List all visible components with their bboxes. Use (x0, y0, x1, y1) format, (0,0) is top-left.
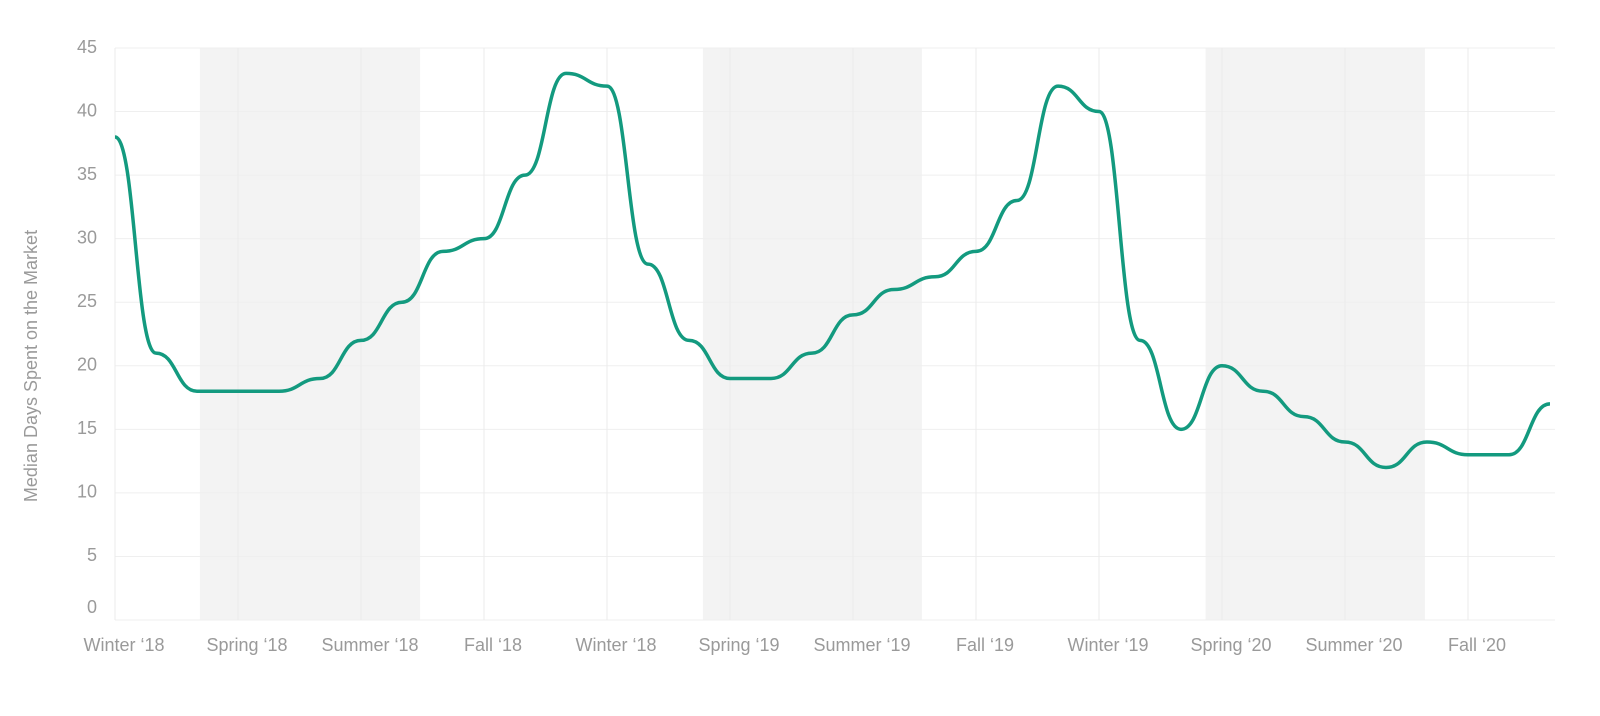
y-tick-label: 20 (77, 355, 97, 375)
y-tick-label: 40 (77, 100, 97, 120)
y-axis-label: Median Days Spent on the Market (21, 230, 41, 502)
x-tick-label: Spring ‘18 (206, 635, 287, 655)
x-tick-label: Winter ‘18 (575, 635, 656, 655)
x-tick-label: Spring ‘19 (698, 635, 779, 655)
x-tick-label: Summer ‘18 (321, 635, 418, 655)
season-band (1205, 48, 1425, 620)
season-band (702, 48, 922, 620)
x-tick-label: Spring ‘20 (1190, 635, 1271, 655)
x-tick-label: Winter ‘18 (83, 635, 164, 655)
y-tick-label: 10 (77, 482, 97, 502)
x-tick-label: Fall ‘18 (464, 635, 522, 655)
y-tick-label: 45 (77, 37, 97, 57)
y-tick-label: 35 (77, 164, 97, 184)
y-tick-label: 25 (77, 291, 97, 311)
season-band (199, 48, 421, 620)
x-tick-label: Winter ‘19 (1067, 635, 1148, 655)
x-tick-label: Fall ‘20 (1448, 635, 1506, 655)
y-tick-label: 0 (87, 597, 97, 617)
data-line (114, 71, 1551, 470)
x-tick-label: Fall ‘19 (956, 635, 1014, 655)
y-tick-label: 5 (87, 545, 97, 565)
x-tick-label: Summer ‘19 (813, 635, 910, 655)
y-tick-label: 15 (77, 418, 97, 438)
x-tick-label: Summer ‘20 (1305, 635, 1402, 655)
y-tick-label: 30 (77, 227, 97, 247)
